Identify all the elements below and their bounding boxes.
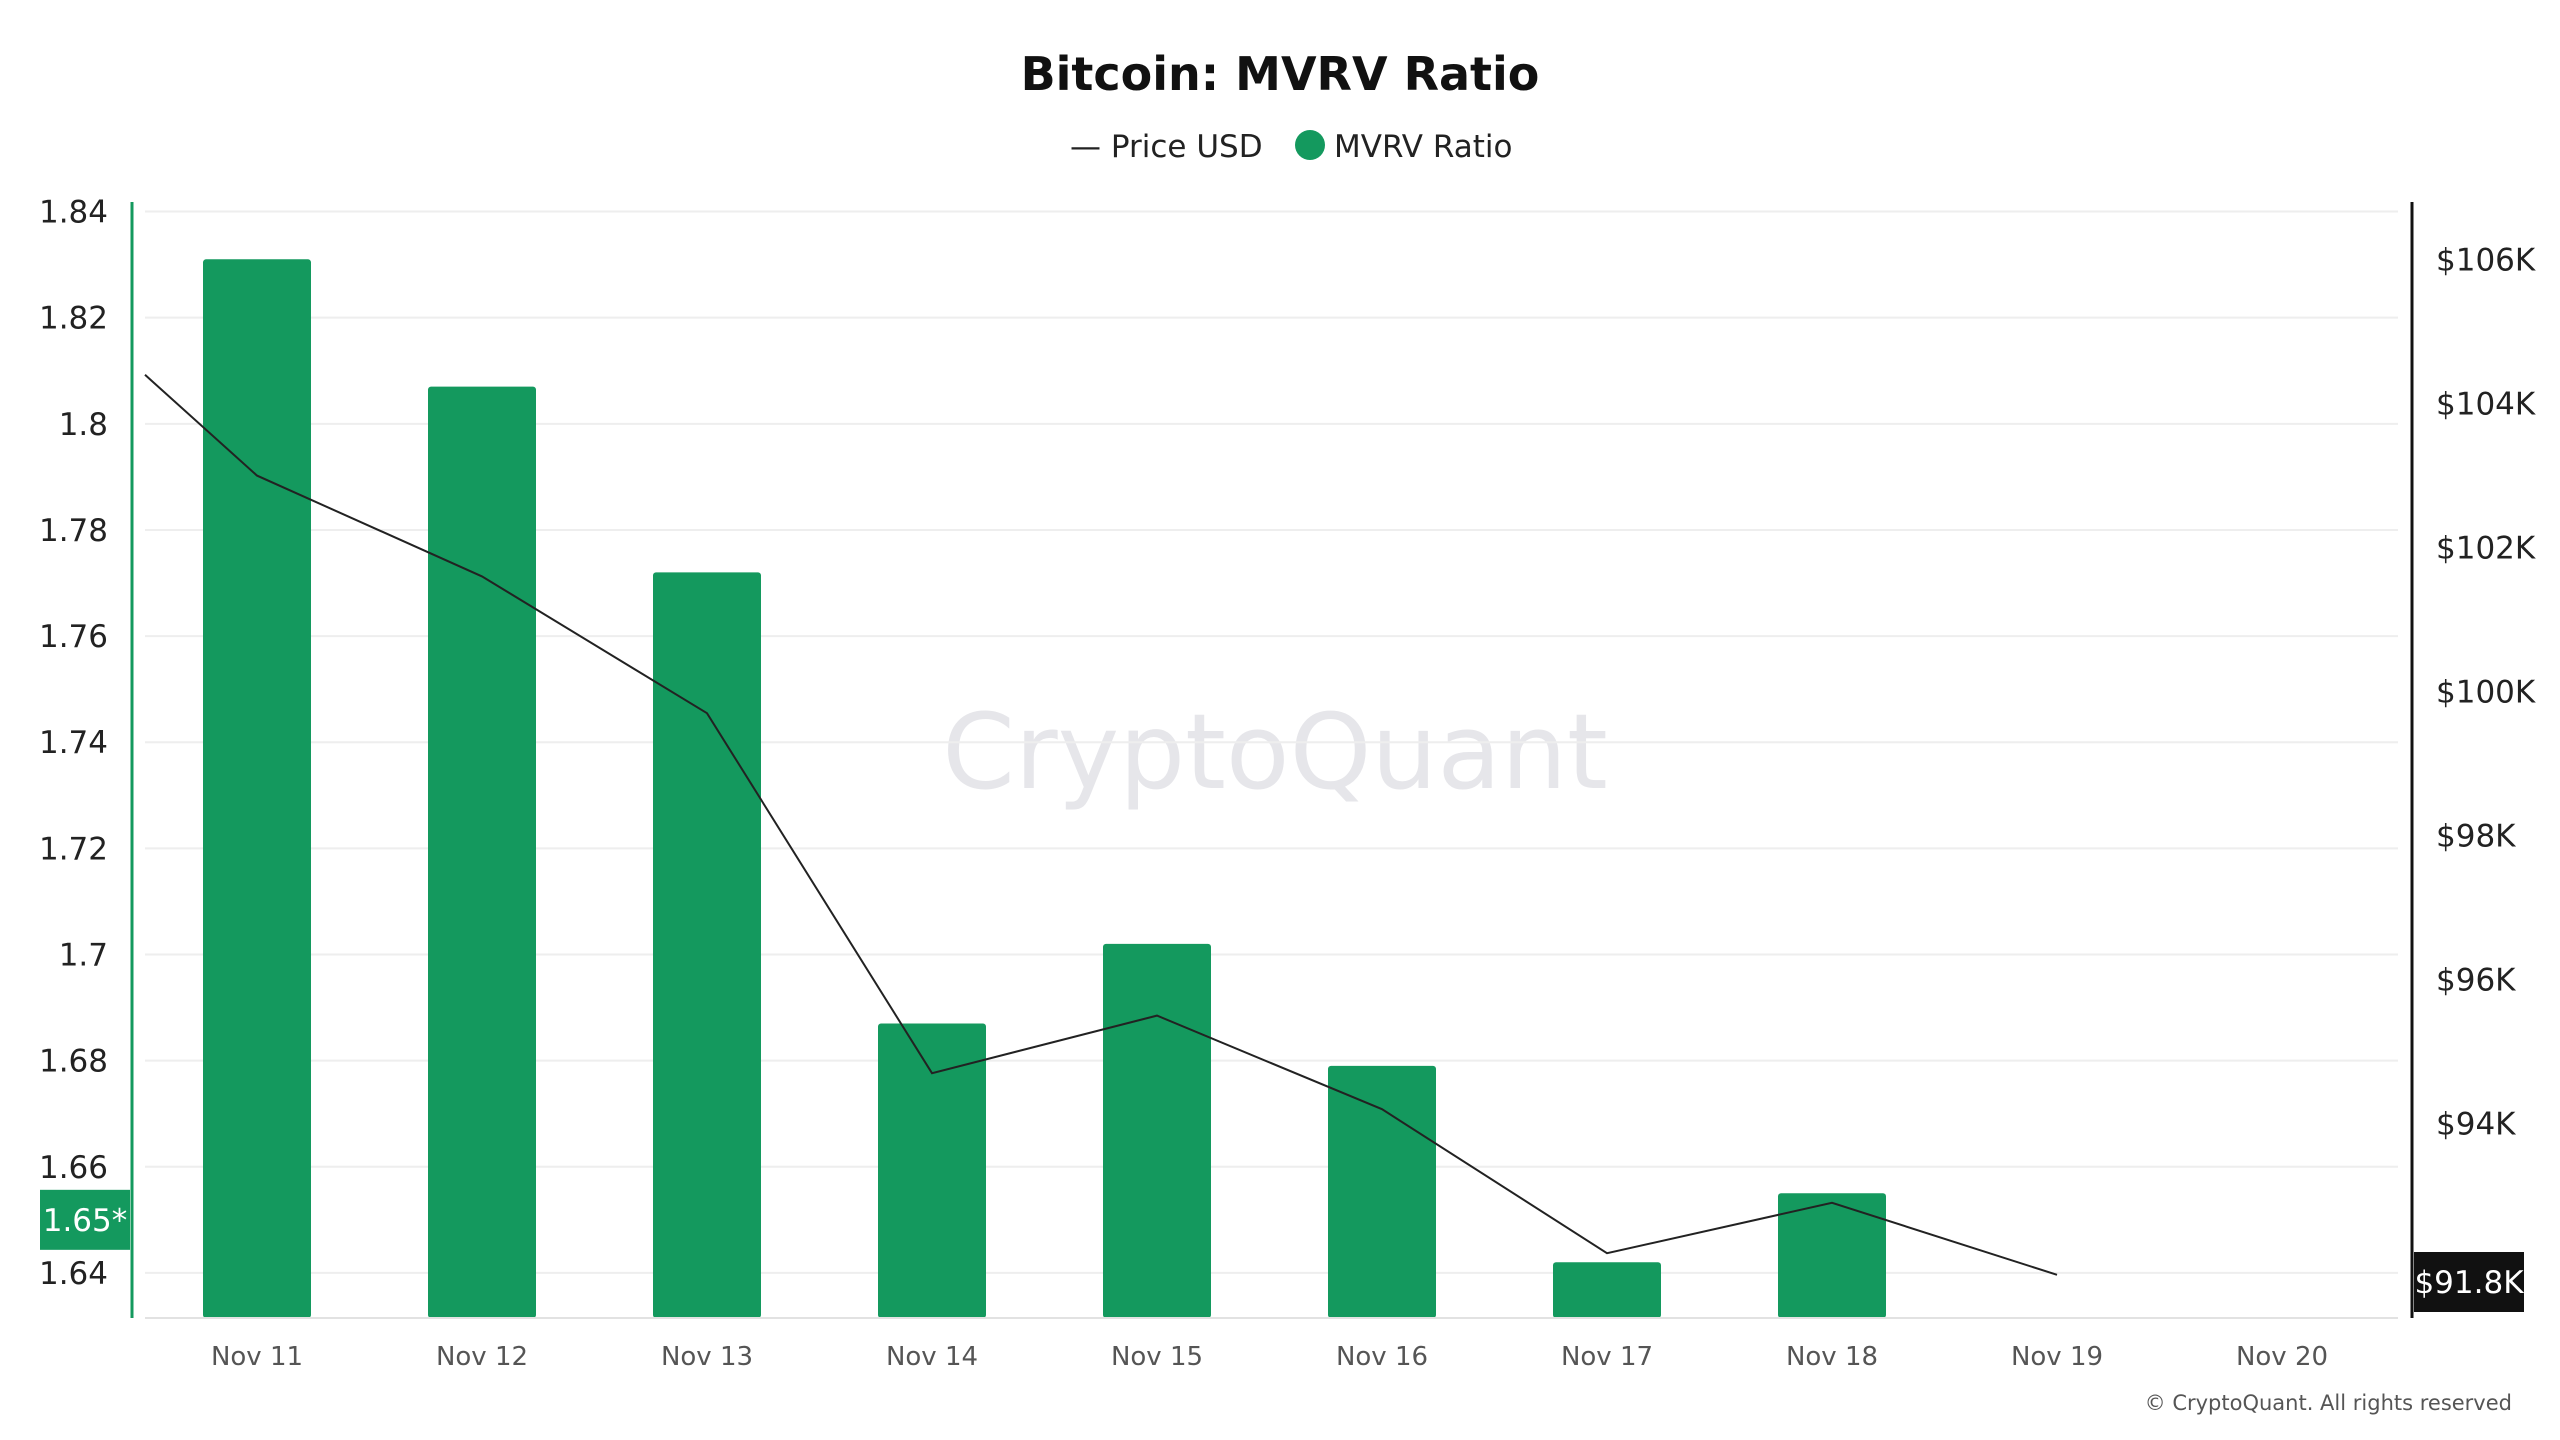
left-marker: 1.65* (40, 1189, 130, 1250)
left-marker-label: 1.65* (43, 1203, 128, 1239)
x-tick-label: Nov 18 (1786, 1342, 1878, 1372)
x-tick-label: Nov 16 (1336, 1342, 1428, 1372)
right-marker: $91.8K (2414, 1252, 2524, 1312)
right-tick-label: $98K (2436, 819, 2516, 855)
left-tick-label: 1.76 (39, 619, 108, 655)
price-point[interactable] (929, 1070, 935, 1076)
right-axis-ticks: $106K $104K $102K $100K $98K $96K $94K (2436, 243, 2536, 1143)
left-tick-label: 1.74 (39, 725, 108, 761)
left-tick-label: 1.64 (39, 1256, 108, 1292)
mvrv-bar[interactable] (1553, 1262, 1661, 1318)
x-axis-ticks: Nov 11 Nov 12 Nov 13 Nov 14 Nov 15 Nov 16 Nov … (211, 1342, 2328, 1372)
right-tick-label: $94K (2436, 1107, 2516, 1143)
right-marker-badge (2414, 1252, 2524, 1312)
legend: — Price USD MVRV Ratio (1070, 129, 1512, 165)
x-tick-label: Nov 12 (436, 1342, 528, 1372)
left-tick-label: 1.7 (59, 937, 108, 973)
price-line-series (144, 374, 2060, 1278)
left-tick-label: 1.8 (59, 407, 108, 443)
bar-series (203, 259, 1886, 1319)
x-tick-label: Nov 13 (661, 1342, 753, 1372)
right-marker-label: $91.8K (2414, 1265, 2524, 1301)
price-point[interactable] (479, 573, 485, 579)
price-point[interactable] (1154, 1013, 1160, 1019)
left-tick-label: 1.78 (39, 513, 108, 549)
right-tick-label: $106K (2436, 243, 2536, 279)
mvrv-bar[interactable] (1778, 1193, 1886, 1318)
mvrv-bar[interactable] (653, 572, 761, 1318)
watermark: CryptoQuant (942, 691, 1608, 813)
mvrv-bar[interactable] (1103, 943, 1211, 1318)
legend-mvrv-dot[interactable] (1295, 130, 1325, 160)
legend-mvrv-label[interactable]: MVRV Ratio (1334, 129, 1512, 165)
left-tick-label: 1.68 (39, 1044, 108, 1080)
legend-price-label[interactable]: — Price USD (1070, 129, 1263, 165)
mvrv-bar[interactable] (1328, 1065, 1436, 1318)
price-point[interactable] (1379, 1106, 1385, 1112)
price-point[interactable] (254, 473, 260, 479)
right-tick-label: $102K (2436, 531, 2536, 567)
left-tick-label: 1.72 (39, 831, 108, 867)
price-point[interactable] (704, 710, 710, 716)
left-tick-label: 1.82 (39, 301, 108, 337)
x-tick-label: Nov 15 (1111, 1342, 1203, 1372)
mvrv-bar[interactable] (878, 1023, 986, 1318)
left-axis-ticks: 1.84 1.82 1.8 1.78 1.76 1.74 1.72 1.7 1.68 1.66 1.… (39, 195, 108, 1292)
x-tick-label: Nov 17 (1561, 1342, 1653, 1372)
left-tick-label: 1.66 (39, 1150, 108, 1186)
left-marker-badge (40, 1189, 130, 1250)
right-tick-label: $100K (2436, 675, 2536, 711)
right-tick-label: $104K (2436, 387, 2536, 423)
price-point[interactable] (2054, 1272, 2060, 1278)
price-point[interactable] (1604, 1250, 1610, 1256)
right-tick-label: $96K (2436, 963, 2516, 999)
x-tick-label: Nov 14 (886, 1342, 978, 1372)
left-tick-label: 1.84 (39, 195, 108, 231)
x-tick-label: Nov 11 (211, 1342, 303, 1372)
chart-title: Bitcoin: MVRV Ratio (1021, 47, 1540, 101)
price-point[interactable] (1829, 1200, 1835, 1206)
price-line[interactable] (144, 374, 2058, 1276)
copyright-notice: © CryptoQuant. All rights reserved (2145, 1391, 2512, 1415)
mvrv-bar[interactable] (428, 386, 536, 1318)
x-tick-label: Nov 19 (2011, 1342, 2103, 1372)
x-tick-label: Nov 20 (2236, 1342, 2328, 1372)
mvrv-bar[interactable] (203, 259, 311, 1319)
